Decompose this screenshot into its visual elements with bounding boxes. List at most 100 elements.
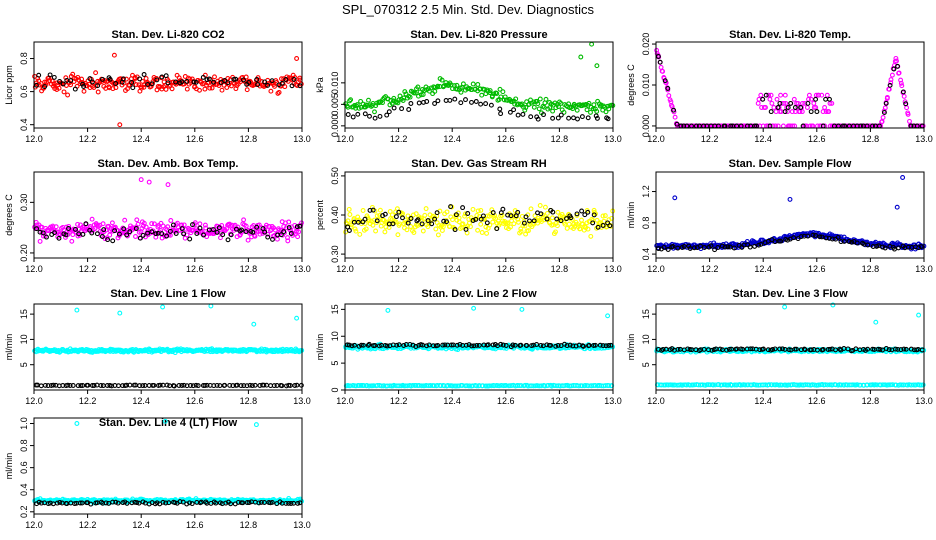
data-point — [571, 115, 576, 121]
data-point — [294, 228, 299, 234]
data-point — [89, 230, 95, 236]
data-point — [448, 204, 454, 210]
data-point — [364, 383, 370, 388]
data-point — [382, 229, 388, 235]
plot-title-temp: Stan. Dev. Li-820 Temp. — [729, 29, 851, 41]
data-point — [345, 112, 351, 117]
data-point — [882, 105, 888, 111]
data-point — [181, 382, 187, 388]
data-point — [527, 218, 532, 224]
data-point — [605, 313, 611, 319]
y-tick-label: 0.6 — [19, 85, 29, 98]
data-point — [191, 79, 197, 85]
data-point — [285, 238, 291, 244]
data-point — [475, 82, 481, 87]
data-point — [586, 342, 592, 348]
series-rh-overlay — [345, 204, 613, 233]
data-point — [792, 105, 798, 110]
data-point — [681, 243, 687, 249]
data-point — [481, 342, 487, 348]
data-point — [603, 109, 609, 115]
x-tick-label: 12.8 — [240, 264, 258, 274]
data-point — [810, 232, 816, 238]
data-point — [98, 383, 104, 388]
data-point — [791, 96, 797, 102]
data-point — [894, 204, 900, 210]
data-point — [813, 105, 819, 110]
data-point — [441, 218, 447, 224]
data-point — [804, 105, 810, 110]
plot-panel-press: Stan. Dev. Li-820 Pressure 12.0 12.2 12.4 12… — [315, 29, 622, 144]
data-point — [227, 382, 233, 388]
data-point — [594, 115, 600, 121]
data-point — [542, 204, 548, 210]
data-point — [431, 383, 437, 389]
data-point — [195, 383, 201, 389]
data-point — [656, 246, 661, 252]
x-tick-label: 12.0 — [336, 134, 354, 144]
data-point — [544, 216, 550, 222]
data-point — [773, 109, 779, 115]
data-point — [281, 229, 287, 235]
x-tick-label: 12.0 — [647, 396, 665, 406]
data-point — [511, 107, 517, 113]
data-point — [816, 92, 822, 98]
data-point — [516, 383, 522, 389]
data-point — [543, 96, 549, 102]
plot-frame — [33, 303, 303, 391]
data-point — [881, 110, 887, 115]
data-point — [550, 209, 556, 215]
data-point — [536, 106, 542, 112]
series-l3-lower — [654, 382, 926, 388]
data-point — [214, 229, 220, 235]
data-point — [558, 112, 564, 118]
data-point — [475, 227, 481, 233]
data-point — [574, 107, 580, 113]
data-point — [500, 206, 506, 212]
y-axis-label-l2: ml/min — [315, 334, 325, 361]
data-point — [100, 221, 106, 227]
data-point — [372, 115, 378, 121]
data-point — [188, 383, 193, 388]
data-point — [588, 233, 594, 239]
data-point — [419, 221, 425, 227]
data-point — [584, 107, 590, 113]
data-point — [133, 226, 139, 231]
data-point — [111, 52, 117, 58]
data-point — [402, 89, 408, 95]
data-point — [691, 245, 697, 251]
data-point — [463, 226, 469, 232]
data-point — [116, 231, 122, 237]
data-point — [395, 232, 401, 238]
y-axis-label-temp: degrees C — [626, 64, 636, 106]
data-point — [135, 221, 141, 227]
data-point — [60, 81, 66, 87]
x-tick-label: 12.0 — [25, 396, 43, 406]
data-point — [75, 74, 81, 80]
data-point — [672, 114, 678, 120]
data-point — [458, 89, 464, 95]
data-point — [279, 76, 284, 82]
x-tick-label: 12.8 — [240, 134, 258, 144]
y-tick-label: 0.20 — [19, 244, 29, 262]
y-tick-label: 0.50 — [330, 167, 340, 185]
series-l1-overlay — [33, 382, 304, 389]
data-point — [70, 383, 76, 388]
data-point — [505, 220, 511, 226]
data-point — [606, 383, 612, 389]
data-point — [522, 382, 528, 388]
data-point — [287, 383, 293, 388]
y-tick-label: 0.020 — [641, 33, 651, 56]
data-point — [163, 73, 169, 79]
data-point — [553, 343, 559, 349]
data-point — [408, 216, 414, 221]
data-point — [526, 228, 531, 234]
data-point — [252, 382, 258, 388]
data-point — [120, 76, 126, 82]
data-point — [483, 101, 489, 107]
data-point — [202, 86, 208, 92]
data-point — [813, 233, 819, 238]
data-point — [823, 109, 829, 115]
data-point — [674, 121, 680, 127]
data-point — [216, 225, 222, 231]
